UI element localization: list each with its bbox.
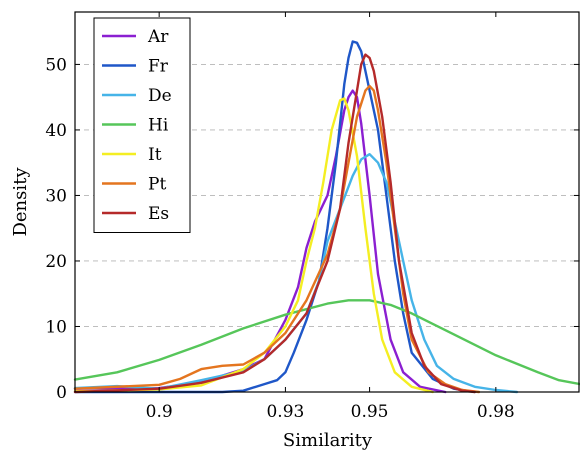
legend-label: Es — [148, 204, 169, 224]
series-line-it — [73, 97, 434, 394]
x-tick-label: 0.9 — [146, 402, 173, 422]
x-tick-label: 0.93 — [266, 402, 304, 422]
x-axis-label: Similarity — [283, 430, 373, 451]
legend: Ar Fr De Hi It Pt Es — [93, 17, 191, 233]
legend-label: It — [148, 145, 162, 165]
legend-label: Fr — [148, 57, 169, 77]
y-axis-label: Density — [10, 167, 31, 237]
series-line-pt — [73, 84, 481, 394]
legend-label: Pt — [148, 175, 166, 195]
series-line-fr — [73, 40, 476, 394]
legend-label: De — [148, 86, 172, 106]
legend-label: Hi — [148, 116, 169, 136]
y-tick-label: 0 — [56, 383, 67, 403]
plot-frame — [74, 11, 580, 393]
x-tick-label: 0.95 — [351, 402, 389, 422]
x-tick-label: 0.98 — [477, 402, 515, 422]
y-tick-label: 10 — [45, 317, 67, 337]
series-line-es — [73, 53, 476, 394]
y-tick-label: 30 — [45, 186, 67, 206]
series-lines — [73, 40, 580, 394]
y-tick-label: 40 — [45, 121, 67, 141]
legend-label: Ar — [147, 27, 169, 47]
axis-ticks: 0.9 0.93 0.95 0.98 0 10 20 30 40 50 — [45, 12, 579, 422]
series-line-hi — [73, 299, 580, 386]
y-tick-label: 50 — [45, 55, 67, 75]
y-tick-label: 20 — [45, 252, 67, 272]
